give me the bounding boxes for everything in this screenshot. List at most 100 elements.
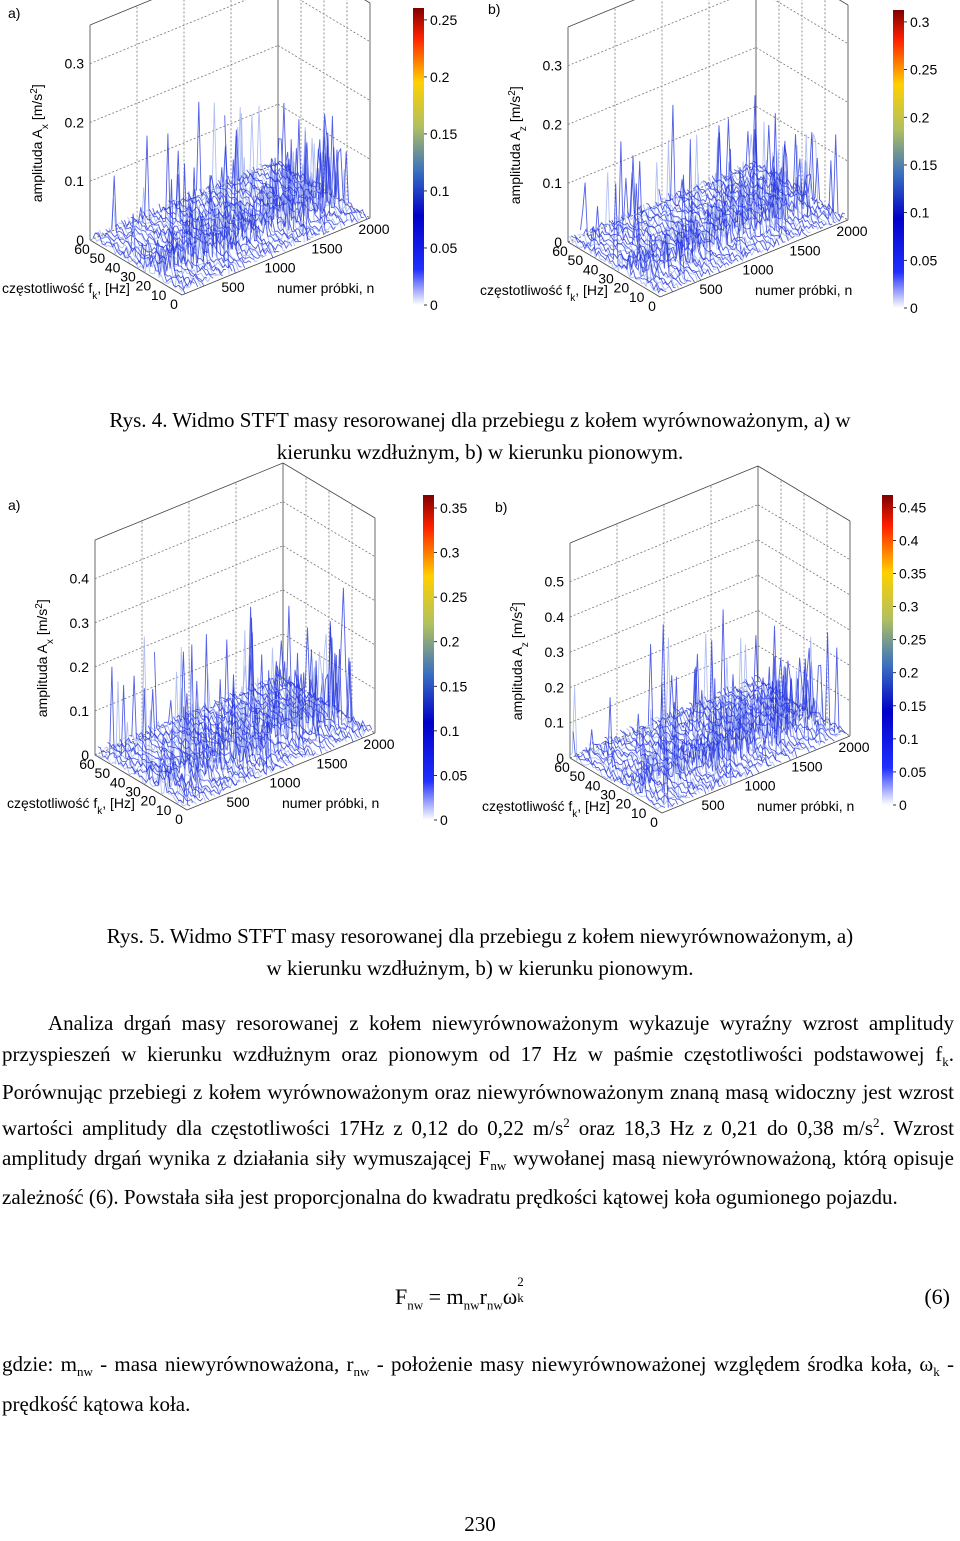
sample-tick-label: 1500 [316, 755, 347, 771]
colorbar [882, 495, 893, 805]
freq-tick-label: 50 [570, 768, 586, 784]
z-label-part: [m/s [34, 609, 50, 639]
z-tick-label: 0.2 [70, 659, 90, 675]
sample-tick-label: 2000 [358, 221, 389, 237]
freq-label-part: k [92, 291, 98, 302]
colorbar-tick-label: 0.15 [430, 126, 457, 142]
colorbar-tick-label: 0.1 [440, 723, 460, 739]
spectrum-slice [660, 624, 754, 776]
freq-tick-label: 40 [110, 774, 126, 790]
freq-tick-label: 30 [600, 787, 616, 803]
spectrum-slice [211, 168, 305, 243]
z-label-part: x [45, 639, 56, 644]
spectrum-slice [617, 220, 711, 276]
z-tick-label: 0.1 [65, 173, 85, 189]
subscript: nw [463, 1297, 480, 1313]
colorbar [423, 495, 434, 820]
box-edge [186, 732, 376, 811]
spectrum-slice [666, 668, 760, 773]
freq-tick-label: 40 [585, 777, 601, 793]
spectrum-slice [180, 136, 274, 258]
spectrum-slice [595, 172, 689, 285]
sample-tick-label: 2000 [836, 223, 867, 239]
text: - masa niewyrównoważona, r [92, 1352, 354, 1376]
sample-tick-label: 1500 [791, 758, 822, 774]
spectrum-slice [176, 634, 269, 776]
z-label-part: amplituda A [507, 130, 523, 204]
spectrum-slice [738, 681, 832, 739]
freq-label-part: częstotliwość f [7, 795, 97, 811]
colorbar-tick-label: 0.3 [440, 545, 460, 561]
spectrum-slice [113, 735, 207, 802]
spectrum-slice [707, 677, 801, 750]
z-label-part: [m/s [29, 94, 45, 124]
spectrum-slice [727, 170, 821, 230]
colorbar-tick-label: 0.3 [899, 599, 919, 615]
z-tick-label: 0.1 [543, 175, 563, 191]
freq-tick-label: 30 [120, 269, 136, 285]
spectrum-slice [642, 139, 736, 264]
symbol: F [395, 1284, 408, 1309]
freq-axis-label: częstotliwość fk, [Hz] [482, 798, 610, 820]
sample-tick-label: 500 [699, 281, 723, 297]
spectrum-slice [259, 127, 352, 221]
spectrum-slice [717, 680, 810, 752]
spectrum-slice [227, 151, 320, 236]
colorbar-tick-label: 0.3 [910, 14, 930, 30]
grid-line [755, 105, 849, 162]
spectrum-slice [661, 161, 755, 257]
z-tick-label: 0.3 [543, 58, 563, 74]
spectrum-slice [217, 630, 310, 758]
colorbar-tick-label: 0 [910, 300, 918, 316]
text: . Porównując przebiegi z kołem wyrównowa… [2, 1041, 954, 1140]
spectrum-slice [246, 138, 339, 226]
spectrum-slice [683, 181, 777, 248]
text: - prędkość kątowa koła. [2, 1352, 954, 1417]
spectrum-slice [116, 743, 210, 801]
freq-label-part: k [572, 809, 578, 820]
spectrum-slice [154, 652, 247, 783]
z-tick-label: 0 [556, 750, 564, 766]
grid-line [567, 105, 757, 184]
z-label-part: ] [509, 602, 525, 606]
z-label-part: 2 [509, 606, 520, 612]
spectrum-slice [708, 159, 802, 237]
spectrum-slice [598, 221, 692, 282]
spectrum-slice [751, 632, 844, 734]
freq-label-part: częstotliwość f [2, 280, 92, 296]
freq-tick-label: 20 [136, 278, 152, 294]
spectrum-slice [214, 139, 308, 241]
spectrum-slice [592, 226, 686, 284]
spectrum-slice [188, 648, 282, 770]
freq-tick-label: 10 [151, 287, 167, 303]
spectrum-slice [583, 206, 676, 289]
spectrum-slice [696, 132, 789, 242]
symbol: ω [502, 1284, 518, 1309]
freq-tick-label: 30 [125, 784, 141, 800]
colorbar-tick-label: 0.35 [899, 566, 926, 582]
z-label-part: z [520, 642, 531, 647]
colorbar-tick-label: 0.05 [899, 764, 926, 780]
spectrum-slice [602, 141, 695, 283]
box-edge [89, 0, 153, 26]
spectrum-slice [199, 181, 293, 247]
spectrum-slice [669, 640, 763, 766]
spectrum-slice [265, 102, 358, 223]
freq-tick-label: 50 [568, 252, 584, 268]
spectrum-slice [160, 688, 253, 777]
box-edge [569, 465, 759, 544]
sample-tick-label: 500 [226, 794, 250, 810]
paragraph: Analiza drgań masy resorowanej z kołem n… [2, 1008, 954, 1212]
sample-tick-label: 500 [221, 279, 245, 295]
z-tick-label: 0.2 [65, 114, 85, 130]
colorbar-tick-label: 0 [440, 812, 448, 828]
equation-number: (6) [924, 1284, 950, 1309]
page-number: 230 [464, 1512, 496, 1536]
spectrum-slice [667, 104, 761, 253]
colorbar-tick-label: 0.15 [910, 157, 937, 173]
colorbar-tick-label: 0.25 [910, 62, 937, 78]
z-label-part: 2 [29, 88, 40, 94]
freq-tick-label: 50 [90, 250, 106, 266]
spectrum-slice [611, 219, 705, 278]
